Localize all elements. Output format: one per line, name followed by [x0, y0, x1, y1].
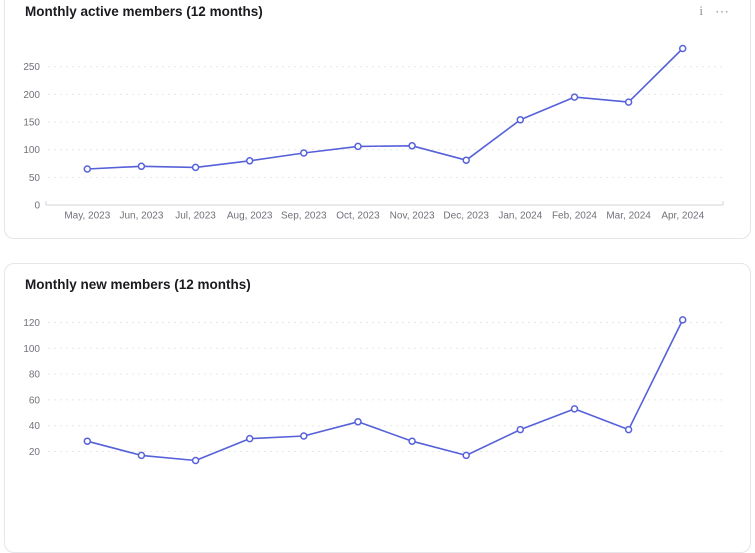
chart-title-active-members: Monthly active members (12 months) — [25, 4, 263, 19]
data-point[interactable] — [83, 165, 92, 173]
data-point[interactable] — [191, 163, 200, 172]
data-point[interactable] — [462, 451, 470, 460]
data-point[interactable] — [678, 44, 687, 53]
more-options-icon[interactable]: ⋯ — [715, 2, 730, 19]
data-point[interactable] — [624, 98, 633, 106]
data-point[interactable] — [354, 418, 362, 426]
data-point[interactable] — [83, 437, 92, 445]
card-actions: i ⋯ — [699, 2, 730, 19]
data-point[interactable] — [516, 116, 525, 124]
data-point[interactable] — [191, 456, 200, 465]
data-point[interactable] — [678, 316, 687, 324]
data-point[interactable] — [408, 142, 416, 150]
card-header: Monthly active members (12 months) i ⋯ — [5, 0, 750, 20]
data-point[interactable] — [354, 142, 362, 151]
data-point[interactable] — [408, 437, 416, 445]
data-point[interactable] — [245, 157, 254, 165]
data-point[interactable] — [300, 149, 308, 157]
card-header: Monthly new members (12 months) — [5, 264, 750, 292]
data-point[interactable] — [137, 451, 146, 460]
data-point[interactable] — [137, 162, 146, 171]
data-point[interactable] — [245, 434, 254, 443]
data-point[interactable] — [300, 432, 308, 440]
card-new-members: Monthly new members (12 months) — [4, 263, 751, 553]
chart-title-new-members: Monthly new members (12 months) — [25, 277, 251, 292]
card-active-members: Monthly active members (12 months) i ⋯ — [4, 0, 751, 239]
data-point[interactable] — [462, 156, 470, 164]
data-point[interactable] — [570, 405, 579, 413]
data-point[interactable] — [624, 425, 633, 434]
data-point[interactable] — [570, 93, 579, 101]
data-point[interactable] — [516, 425, 525, 434]
info-icon[interactable]: i — [699, 3, 703, 18]
